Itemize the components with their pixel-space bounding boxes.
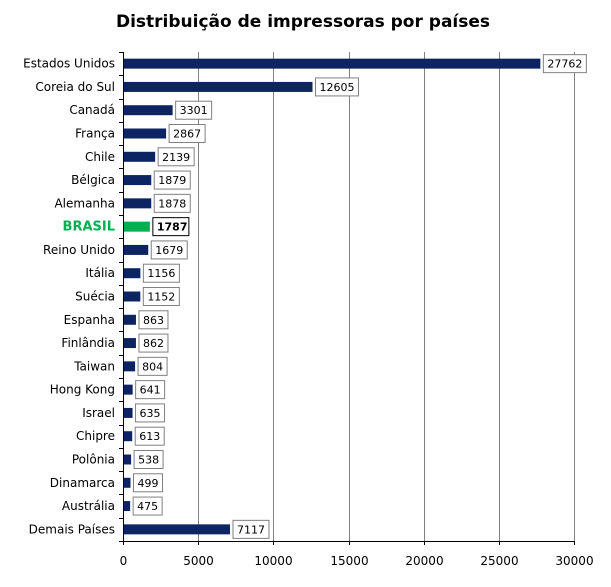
bar <box>124 384 133 395</box>
category-label: Austrália <box>62 499 115 513</box>
category-label: Itália <box>85 266 115 280</box>
data-label: 1679 <box>155 244 183 257</box>
x-tick-label: 25000 <box>480 554 518 568</box>
data-label-box <box>542 54 587 74</box>
bar <box>124 175 152 186</box>
bar <box>124 198 152 209</box>
bar <box>124 477 131 488</box>
bar <box>124 407 133 418</box>
bar <box>124 128 167 139</box>
data-label: 12605 <box>319 81 354 94</box>
data-label-box <box>134 426 165 446</box>
bar <box>124 524 230 535</box>
category-label: Suécia <box>75 290 115 304</box>
category-label: Chipre <box>76 429 115 443</box>
data-label: 27762 <box>547 58 582 71</box>
data-label-box <box>142 263 180 283</box>
data-label: 2139 <box>162 151 190 164</box>
bar <box>124 58 541 69</box>
category-label: Demais Países <box>29 522 115 536</box>
data-label-box <box>168 124 206 143</box>
data-label: 3301 <box>180 104 208 117</box>
data-label: 804 <box>142 360 163 373</box>
category-label: Bélgica <box>71 173 115 187</box>
data-label-box <box>153 193 191 213</box>
bar <box>124 244 149 255</box>
data-label: 863 <box>143 314 164 327</box>
x-tick-label: 5000 <box>183 554 214 568</box>
data-label-box <box>137 356 168 376</box>
data-label: 862 <box>143 337 164 350</box>
category-label: Israel <box>82 406 115 420</box>
category-label: Chile <box>85 150 115 164</box>
category-label: Estados Unidos <box>23 57 115 71</box>
data-label-box <box>152 217 190 237</box>
data-label: 1787 <box>157 221 188 234</box>
data-label: 538 <box>138 454 159 467</box>
category-label: Polônia <box>72 453 115 467</box>
bar <box>124 431 133 442</box>
category-label: Coreia do Sul <box>35 80 115 94</box>
x-axis-ticks: 0 5000 10000 15000 20000 25000 30000 <box>120 554 594 568</box>
data-label: 641 <box>140 384 161 397</box>
data-label: 613 <box>139 430 160 443</box>
bar <box>124 314 136 325</box>
category-label: Reino Unido <box>43 243 115 257</box>
data-label-box <box>232 519 270 539</box>
category-label: Taiwan <box>73 359 115 373</box>
data-label: 1879 <box>158 174 186 187</box>
x-tick-label: 30000 <box>555 554 593 568</box>
x-tick-label: 15000 <box>330 554 368 568</box>
bar <box>124 151 156 162</box>
x-tick-label: 10000 <box>254 554 292 568</box>
data-label-box <box>133 473 164 493</box>
data-label: 499 <box>138 477 159 490</box>
category-label: Alemanha <box>54 196 115 210</box>
data-label-box <box>150 240 188 260</box>
data-label: 7117 <box>237 523 265 536</box>
category-label: Espanha <box>64 313 115 327</box>
data-label-box <box>133 450 164 469</box>
category-label: Dinamarca <box>50 476 115 490</box>
data-label-box <box>175 100 213 120</box>
bar <box>124 105 173 116</box>
data-label-box <box>135 380 166 400</box>
bars <box>124 58 541 535</box>
category-label: BRASIL <box>63 220 115 235</box>
data-label-box <box>153 170 191 190</box>
category-label: Hong Kong <box>50 383 115 397</box>
data-label-box <box>135 403 166 423</box>
category-label: Finlândia <box>61 336 115 350</box>
data-label: 475 <box>137 500 158 513</box>
data-label-box <box>157 147 195 167</box>
data-label: 2867 <box>173 128 201 141</box>
x-tick-label: 0 <box>120 554 128 568</box>
category-label: França <box>75 127 115 141</box>
chart-title: Distribuição de impressoras por países <box>116 12 490 32</box>
bar <box>124 291 141 302</box>
bar <box>124 501 131 512</box>
bar <box>124 221 150 232</box>
bar <box>124 268 141 279</box>
category-label: Canadá <box>69 103 115 117</box>
data-label-box <box>138 310 169 330</box>
bar <box>124 81 313 92</box>
data-label: 1152 <box>147 291 175 304</box>
data-label-box <box>138 333 169 353</box>
data-label: 1156 <box>147 267 175 280</box>
data-labels: 27762 12605 3301 2867 2139 1879 1878 1787 1679 11… <box>132 54 587 539</box>
category-labels: Estados Unidos Coreia do Sul Canadá França C… <box>23 57 115 537</box>
bar <box>124 338 136 349</box>
data-label: 635 <box>140 407 161 420</box>
bar <box>124 361 136 372</box>
data-label-box <box>142 287 180 306</box>
x-tick-label: 20000 <box>405 554 443 568</box>
data-label-box <box>132 496 163 516</box>
data-label-box <box>314 77 359 97</box>
bar <box>124 454 132 465</box>
data-label: 1878 <box>158 197 186 210</box>
